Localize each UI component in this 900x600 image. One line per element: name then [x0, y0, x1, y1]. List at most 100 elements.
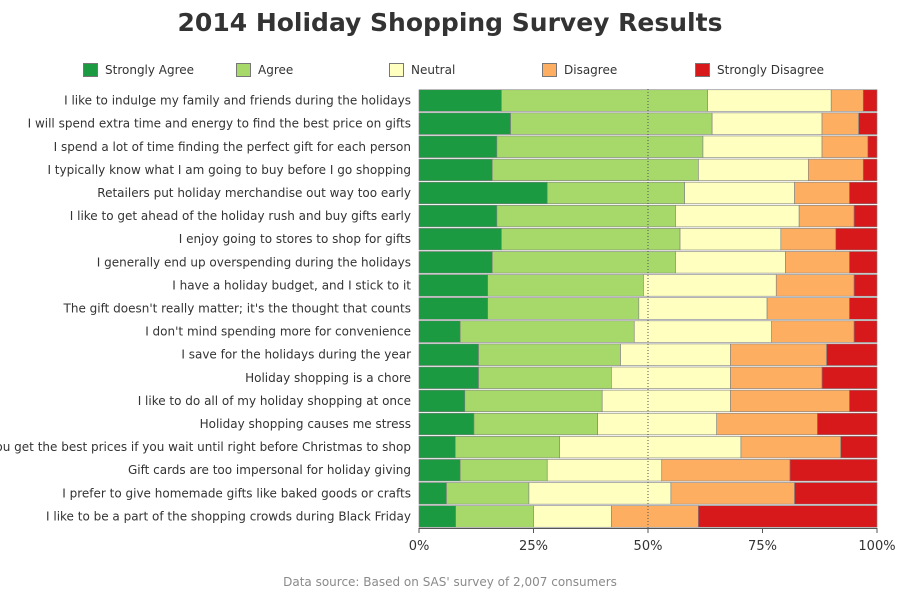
bar-segment-disagree — [730, 343, 827, 366]
category-label: I prefer to give homemade gifts like bak… — [62, 486, 411, 500]
legend-swatch — [542, 63, 557, 77]
chart-title: 2014 Holiday Shopping Survey Results — [177, 8, 723, 37]
bar-segment-agree — [459, 320, 635, 343]
bar-segment-agree — [464, 389, 603, 413]
bar-segment-strongly-agree — [418, 274, 488, 297]
bar-segment-disagree — [766, 297, 850, 320]
bar-segment-neutral — [675, 204, 800, 228]
bar-segment-disagree — [661, 459, 791, 482]
bar-segment-neutral — [675, 251, 786, 274]
legend-label: Strongly Agree — [105, 63, 195, 77]
category-label: I will spend extra time and energy to fi… — [28, 117, 411, 131]
bar-segment-strongly-disagree — [853, 204, 878, 228]
legend-swatch — [83, 63, 98, 77]
bar-segment-strongly-agree — [418, 389, 466, 413]
bar-segment-disagree — [821, 112, 859, 135]
bar-segment-strongly-disagree — [849, 181, 878, 205]
bar-segment-agree — [473, 412, 598, 436]
bar-segment-neutral — [611, 366, 731, 389]
bar-segment-agree — [478, 366, 612, 389]
bar-segment-disagree — [821, 135, 869, 158]
bar-segment-strongly-agree — [418, 181, 548, 205]
bar-segment-disagree — [730, 366, 823, 389]
bar-segment-strongly-agree — [418, 158, 493, 181]
bar-segment-strongly-agree — [418, 89, 502, 112]
category-label: Gift cards are too impersonal for holida… — [128, 463, 411, 477]
bar-segment-disagree — [780, 228, 837, 251]
bar-segment-neutral — [698, 158, 809, 181]
bar-segment-neutral — [601, 389, 731, 413]
legend-label: Agree — [258, 63, 294, 77]
bar-segment-neutral — [702, 135, 823, 158]
bar-segment-strongly-disagree — [821, 366, 878, 389]
legend-item: Strongly Disagree — [695, 60, 824, 80]
legend-swatch — [236, 63, 251, 77]
category-label: The gift doesn't really matter; it's the… — [63, 302, 411, 316]
legend-label: Disagree — [564, 63, 618, 77]
bar-segment-strongly-disagree — [826, 343, 878, 366]
bar-segment-agree — [478, 343, 621, 366]
bar-segment-agree — [501, 228, 681, 251]
bar-segment-disagree — [798, 204, 855, 228]
bar-segment-disagree — [775, 274, 855, 297]
bar-segment-strongly-agree — [418, 436, 456, 459]
bar-segment-agree — [491, 158, 699, 181]
bar-segment-agree — [455, 505, 534, 528]
category-label: I spend a lot of time finding the perfec… — [54, 140, 411, 154]
category-label: Retailers put holiday merchandise out wa… — [97, 186, 411, 200]
bar-segment-neutral — [546, 459, 663, 482]
legend-item: Strongly Agree — [83, 60, 194, 80]
bar-segment-strongly-agree — [418, 366, 479, 389]
category-label: I like to be a part of the shopping crow… — [46, 509, 411, 523]
legend-swatch — [389, 63, 404, 77]
bar-segment-strongly-disagree — [853, 274, 878, 297]
legend-label: Strongly Disagree — [717, 63, 825, 77]
legend-item: Neutral — [389, 60, 455, 80]
x-tick-label: 75% — [748, 539, 777, 554]
bar-segment-disagree — [771, 320, 855, 343]
bar-segment-strongly-disagree — [698, 505, 878, 528]
bar-segment-strongly-agree — [418, 412, 475, 436]
bar-segment-strongly-disagree — [862, 158, 878, 181]
category-label: I typically know what I am going to buy … — [47, 163, 411, 177]
bar-segment-disagree — [730, 389, 850, 413]
bar-segment-strongly-agree — [418, 228, 502, 251]
bar-segment-neutral — [559, 436, 742, 459]
category-label: Holiday shopping is a chore — [245, 371, 411, 385]
bar-segment-strongly-agree — [418, 251, 493, 274]
bar-segment-strongly-disagree — [867, 135, 878, 158]
bar-segment-strongly-agree — [418, 135, 498, 158]
bar-segment-strongly-agree — [418, 459, 461, 482]
bar-segment-neutral — [638, 297, 768, 320]
x-tick-label: 0% — [409, 539, 430, 554]
bar-segment-agree — [487, 274, 644, 297]
bar-segment-agree — [446, 482, 530, 505]
bar-segment-agree — [496, 204, 676, 228]
category-label: I save for the holidays during the year — [181, 348, 411, 362]
bar-segment-agree — [496, 135, 704, 158]
bar-segment-strongly-disagree — [840, 436, 878, 459]
source-note: Data source: Based on SAS' survey of 2,0… — [283, 575, 617, 589]
bar-segment-strongly-disagree — [817, 412, 878, 436]
category-label: I don't mind spending more for convenien… — [145, 325, 411, 339]
bar-segment-strongly-agree — [418, 505, 456, 528]
bar-segment-disagree — [740, 436, 842, 459]
bar-segment-neutral — [533, 505, 612, 528]
bar-segment-neutral — [643, 274, 777, 297]
bar-segment-disagree — [611, 505, 699, 528]
category-label: I like to do all of my holiday shopping … — [138, 394, 411, 408]
legend: Strongly Agree Agree Neutral Disagree Strong… — [0, 60, 900, 80]
bar-segment-strongly-disagree — [794, 482, 878, 505]
category-label: I like to get ahead of the holiday rush … — [70, 209, 411, 223]
bar-segment-neutral — [633, 320, 772, 343]
bar-segment-agree — [510, 112, 713, 135]
bar-segment-strongly-disagree — [858, 112, 878, 135]
bar-segment-strongly-agree — [418, 320, 461, 343]
category-label: I enjoy going to stores to shop for gift… — [179, 232, 411, 246]
bar-segment-strongly-disagree — [835, 228, 878, 251]
bar-segment-disagree — [670, 482, 795, 505]
bar-segment-disagree — [785, 251, 850, 274]
bar-segment-agree — [487, 297, 640, 320]
bar-segment-neutral — [707, 89, 832, 112]
